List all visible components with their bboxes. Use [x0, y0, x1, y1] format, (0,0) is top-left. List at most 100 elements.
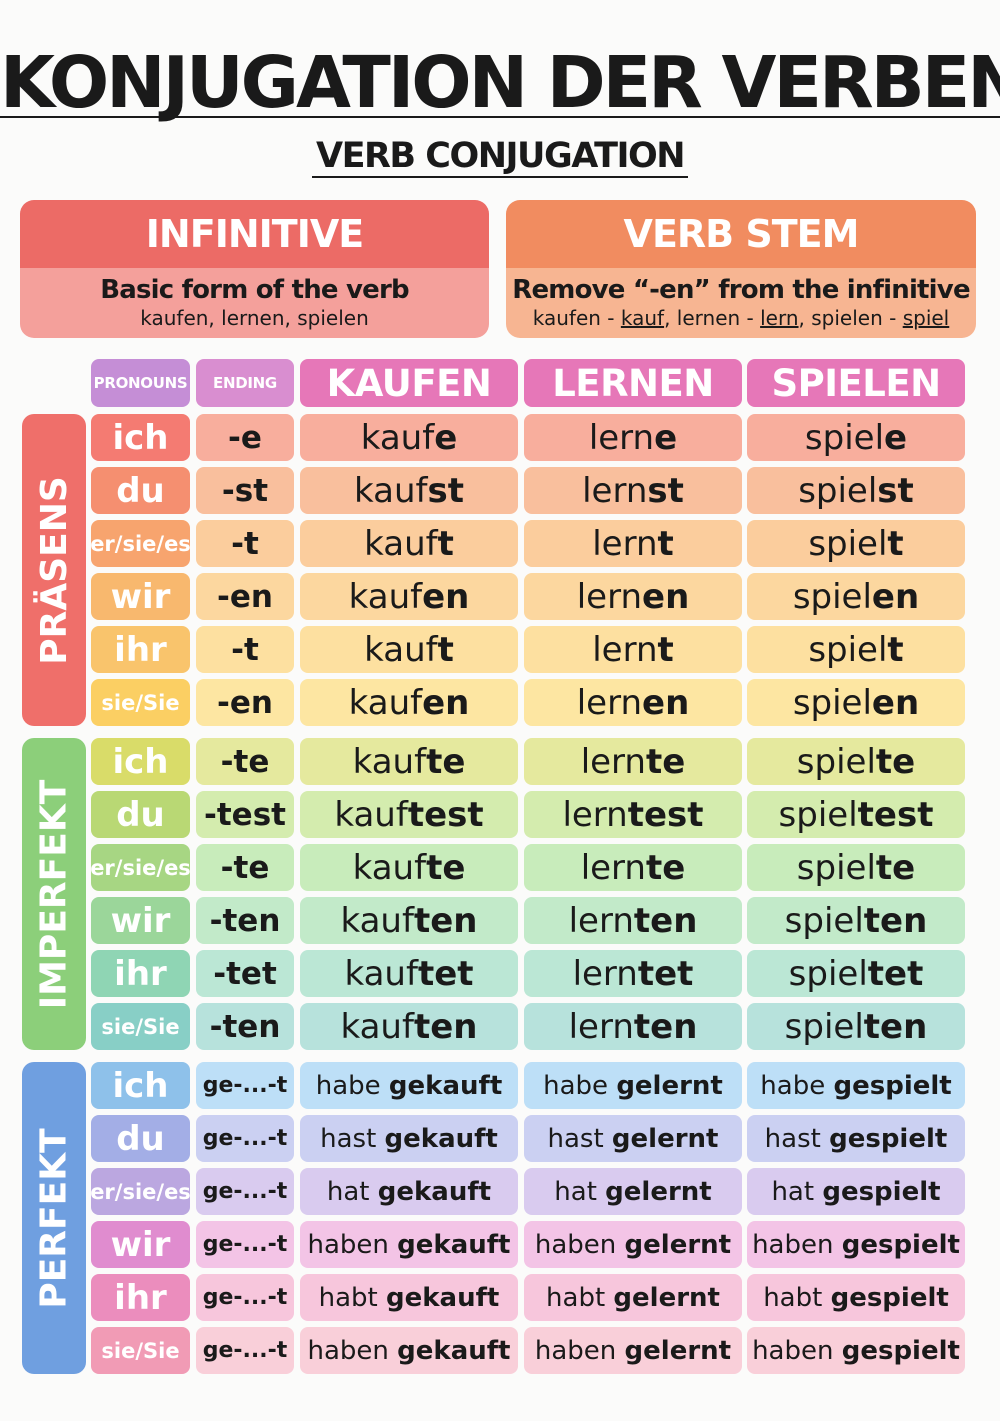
verb-form-base: habe: [760, 1070, 834, 1101]
ending-cell: -tet: [196, 950, 294, 997]
verb-form-base: habe: [315, 1070, 389, 1101]
verb-form-ending: t: [657, 523, 674, 564]
verb-form-ending: ten: [633, 900, 698, 941]
verb-form-cell: kauf test: [300, 791, 518, 838]
verb-form-cell: hast gelernt: [524, 1115, 742, 1162]
ending-cell: ge-...-t: [196, 1221, 294, 1268]
verb-form-cell: lern te: [524, 738, 742, 785]
verb-form-cell: spiel tet: [747, 950, 965, 997]
verb-form-base: spiel: [784, 1006, 864, 1047]
pronoun-cell: ihr: [91, 950, 190, 997]
verb-form-base: kauf: [348, 682, 423, 723]
verb-form-base: habt: [546, 1282, 614, 1313]
verb-form-ending: en: [871, 576, 920, 617]
verb-form-ending: gespielt: [841, 1335, 960, 1366]
ending-cell: ge-...-t: [196, 1168, 294, 1215]
verb-form-base: kauf: [334, 794, 408, 835]
verb-form-cell: kauf t: [300, 520, 518, 567]
verb-form-ending: t: [887, 523, 904, 564]
verb-form-ending: t: [887, 629, 904, 670]
verb-form-ending: ten: [413, 900, 478, 941]
ending-cell: ge-...-t: [196, 1274, 294, 1321]
verb-form-cell: lern t: [524, 520, 742, 567]
tense-name: IMPERFEKT: [33, 779, 75, 1009]
verb-form-ending: en: [642, 576, 690, 617]
pronoun-cell: ich: [91, 414, 190, 461]
verb-form-cell: haben gekauft: [300, 1221, 518, 1268]
ending-cell: ge-...-t: [196, 1062, 294, 1109]
verb-form-base: lern: [568, 900, 634, 941]
verb-form-ending: te: [875, 741, 916, 782]
verb-form-cell: hast gekauft: [300, 1115, 518, 1162]
verb-form-cell: spiel ten: [747, 1003, 965, 1050]
verb-form-ending: te: [426, 847, 466, 888]
verb-form-cell: habe gelernt: [524, 1062, 742, 1109]
verb-form-cell: spiel te: [747, 844, 965, 891]
verb-form-base: hat: [771, 1176, 823, 1207]
verb-form-cell: habe gespielt: [747, 1062, 965, 1109]
verb-form-ending: te: [645, 741, 686, 782]
verb-form-base: haben: [307, 1335, 398, 1366]
verb-form-base: spiel: [804, 417, 885, 458]
ending-cell: -te: [196, 844, 294, 891]
stem-example-stem: lern: [760, 306, 799, 330]
ending-cell: ge-...-t: [196, 1115, 294, 1162]
verb-form-cell: kauf en: [300, 679, 518, 726]
verb-form-base: haben: [534, 1229, 625, 1260]
verb-form-ending: en: [642, 682, 690, 723]
verb-form-cell: lern ten: [524, 1003, 742, 1050]
pronoun-cell: wir: [91, 573, 190, 620]
verb-form-ending: te: [645, 847, 686, 888]
infinitive-examples: kaufen, lernen, spielen: [140, 306, 369, 330]
verb-form-cell: lern en: [524, 679, 742, 726]
tense-label-1: IMPERFEKT: [22, 738, 86, 1050]
verb-form-base: hat: [326, 1176, 378, 1207]
header-ending: ENDING: [196, 359, 294, 407]
pronoun-cell: du: [91, 1115, 190, 1162]
verb-form-cell: kauf e: [300, 414, 518, 461]
verb-form-base: kauf: [348, 576, 423, 617]
verb-form-cell: lern en: [524, 573, 742, 620]
verb-stem-box: VERB STEM Remove “-en” from the infiniti…: [506, 200, 976, 338]
page-subtitle: VERB CONJUGATION: [0, 134, 1000, 178]
verb-form-base: lern: [582, 470, 648, 511]
verb-form-base: haben: [752, 1335, 842, 1366]
verb-form-cell: habt gespielt: [747, 1274, 965, 1321]
verb-form-cell: spiel st: [747, 467, 965, 514]
verb-form-base: lern: [588, 417, 655, 458]
verb-form-ending: gelernt: [624, 1335, 732, 1366]
verb-form-ending: gespielt: [830, 1282, 949, 1313]
verb-stem-body: Remove “-en” from the infinitive kaufen …: [506, 268, 976, 338]
ending-cell: -en: [196, 679, 294, 726]
verb-form-base: lern: [576, 682, 643, 723]
verb-form-ending: gespielt: [829, 1123, 948, 1154]
verb-stem-heading: VERB STEM: [506, 200, 976, 268]
verb-form-cell: spiel t: [747, 520, 965, 567]
verb-form-ending: t: [437, 523, 454, 564]
verb-form-ending: en: [422, 576, 470, 617]
ending-cell: -t: [196, 626, 294, 673]
verb-form-ending: tet: [417, 953, 474, 994]
verb-form-cell: lern st: [524, 467, 742, 514]
verb-form-base: kauf: [364, 523, 438, 564]
verb-form-cell: lern ten: [524, 897, 742, 944]
ending-cell: -e: [196, 414, 294, 461]
verb-form-ending: tet: [637, 953, 694, 994]
verb-form-ending: gekauft: [377, 1176, 492, 1207]
verb-form-cell: hat gespielt: [747, 1168, 965, 1215]
ending-cell: ge-...-t: [196, 1327, 294, 1374]
tense-name: PRÄSENS: [33, 475, 75, 665]
verb-form-ending: ten: [633, 1006, 698, 1047]
pronoun-cell: er/sie/es: [91, 520, 190, 567]
ending-cell: -test: [196, 791, 294, 838]
verb-form-cell: haben gelernt: [524, 1327, 742, 1374]
verb-form-base: kauf: [344, 953, 418, 994]
verb-form-cell: kauf tet: [300, 950, 518, 997]
verb-form-cell: lern te: [524, 844, 742, 891]
pronoun-cell: sie/Sie: [91, 1327, 190, 1374]
verb-form-base: kauf: [340, 900, 414, 941]
verb-form-base: habt: [318, 1282, 387, 1313]
verb-form-base: spiel: [778, 794, 858, 835]
stem-example-infinitive: lernen: [676, 306, 741, 330]
verb-form-cell: kauf te: [300, 844, 518, 891]
